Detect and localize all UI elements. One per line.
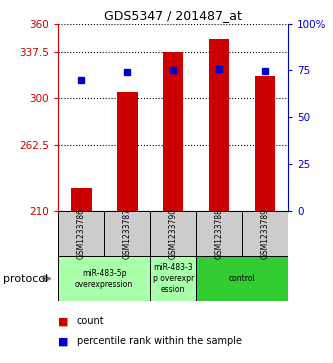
Bar: [58, 256, 150, 301]
Text: control: control: [229, 274, 255, 283]
Text: percentile rank within the sample: percentile rank within the sample: [77, 336, 241, 346]
Text: GSM1233787: GSM1233787: [123, 208, 132, 259]
Text: ■: ■: [58, 316, 69, 326]
Text: GSM1233788: GSM1233788: [214, 208, 224, 259]
Text: count: count: [77, 316, 104, 326]
Bar: [58, 211, 104, 256]
Text: miR-483-3
p overexpr
ession: miR-483-3 p overexpr ession: [153, 263, 194, 294]
Bar: [255, 76, 275, 211]
Bar: [196, 211, 242, 256]
Text: GSM1233790: GSM1233790: [168, 208, 178, 259]
Bar: [209, 38, 229, 211]
Bar: [71, 188, 92, 211]
Text: ■: ■: [58, 336, 69, 346]
Bar: [117, 92, 138, 211]
Bar: [242, 211, 288, 256]
Bar: [196, 256, 288, 301]
Text: GSM1233786: GSM1233786: [77, 208, 86, 259]
Bar: [104, 211, 150, 256]
Text: protocol: protocol: [3, 274, 49, 284]
Bar: [163, 52, 183, 211]
Bar: [150, 211, 196, 256]
Text: miR-483-5p
overexpression: miR-483-5p overexpression: [75, 269, 133, 289]
Text: GSM1233789: GSM1233789: [260, 208, 270, 259]
Bar: [150, 256, 196, 301]
Title: GDS5347 / 201487_at: GDS5347 / 201487_at: [104, 9, 242, 23]
